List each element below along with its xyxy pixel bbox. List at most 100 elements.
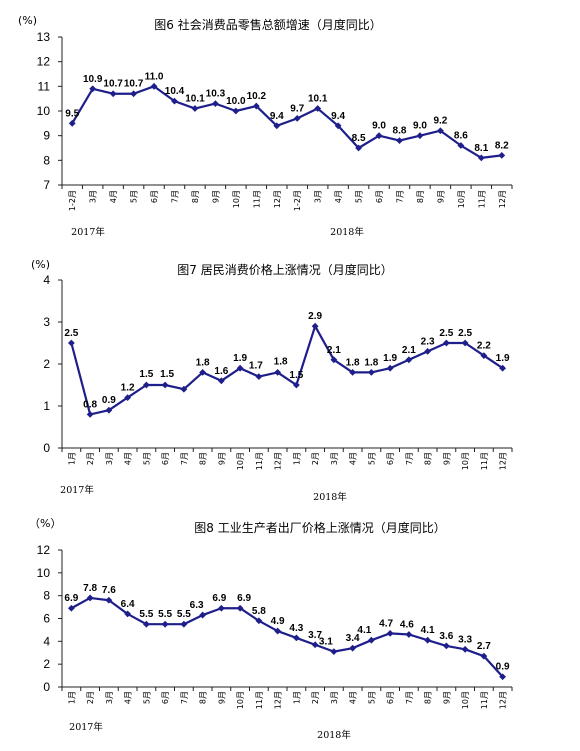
chart8-data-label: 7.6	[102, 585, 116, 596]
chart6-data-point	[437, 127, 444, 135]
chart6-data-point	[457, 142, 465, 149]
chart8-year-label: 2018年	[317, 729, 351, 741]
chart8-x-tick-label: 8月	[199, 691, 208, 704]
chart7-data-label: 1.6	[214, 366, 228, 377]
chart6-y-tick-label: 11	[38, 79, 51, 93]
chart8-data-point	[349, 644, 357, 652]
chart8-data-label: 6.9	[212, 593, 226, 604]
chart7-data-label: 1.8	[346, 357, 360, 368]
chart6-x-tick-label: 3月	[89, 190, 98, 203]
chart6-series-line	[71, 85, 502, 159]
chart8-data-label: 0.9	[496, 662, 510, 673]
chart7-y-tick-label: 4	[43, 273, 50, 287]
chart7-x-tick-label: 8月	[424, 452, 433, 465]
chart6-x-tick-label: 6月	[150, 190, 159, 203]
chart6-x-tick-label: 3月	[314, 190, 323, 203]
chart8-x-tick-label: 11月	[480, 691, 489, 709]
chart7-data-label: 2.5	[458, 328, 472, 339]
chart6-data-label: 8.5	[352, 133, 366, 144]
chart6-x-tick-label: 1-2月	[293, 190, 302, 211]
chart6-x-tick-label: 11月	[477, 190, 486, 208]
chart7-data-label: 2.1	[402, 345, 416, 356]
chart8-x-tick-label: 4月	[349, 691, 358, 704]
chart8-data-point	[499, 673, 507, 681]
chart6-x-tick-label: 7月	[171, 190, 180, 203]
chart6-x-tick-label: 5月	[130, 190, 139, 203]
chart6-data-point	[109, 90, 117, 98]
chart6-data-label: 10.0	[226, 96, 246, 107]
chart8-data-label: 4.3	[289, 623, 303, 634]
chart6-data-label: 8.8	[393, 126, 407, 137]
chart7-data-point	[180, 385, 188, 393]
chart8-x-tick-label: 7月	[180, 691, 189, 704]
chart6-data-label: 9.4	[270, 111, 284, 122]
chart6-data-label: 10.9	[83, 74, 103, 85]
chart8-x-tick-label: 6月	[161, 691, 170, 704]
chart8-title: 图8 工业生产者出厂价格上涨情况（月度同比）	[194, 520, 445, 535]
chart6-data-label: 8.2	[495, 140, 509, 151]
chart8-x-tick-label: 10月	[461, 691, 470, 709]
chart6-data-label: 10.3	[206, 89, 226, 100]
chart7-data-point	[142, 381, 150, 389]
chart8-x-tick-label: 12月	[499, 691, 508, 709]
chart7-x-tick-label: 1月	[67, 452, 76, 465]
chart6-x-tick-label: 6月	[375, 190, 384, 203]
chart7-data-point	[442, 339, 450, 347]
chart6-data-point	[191, 105, 199, 112]
chart8-y-tick-label: 0	[43, 680, 50, 694]
chart6-x-tick-label: 4月	[109, 190, 118, 203]
chart7-x-tick-label: 3月	[330, 452, 339, 465]
chart8-data-label: 4.9	[271, 616, 285, 627]
chart8-x-tick-label: 2月	[86, 691, 95, 704]
chart7-data-point	[161, 381, 169, 389]
chart7-data-label: 2.3	[421, 336, 435, 347]
chart6-data-point	[212, 100, 219, 107]
chart7-y-tick-label: 0	[43, 441, 50, 455]
chart7-x-tick-label: 1月	[292, 452, 301, 465]
chart7-data-label: 2.2	[477, 341, 491, 352]
chart6-y-tick-label: 12	[37, 55, 51, 69]
chart7-year-label: 2017年	[60, 484, 94, 496]
chart6-data-label: 8.6	[454, 131, 468, 142]
chart7-data-point	[424, 348, 432, 355]
chart7-x-tick-label: 4月	[124, 452, 133, 465]
chart7-x-tick-label: 11月	[480, 452, 489, 470]
chart7-data-label: 1.9	[496, 353, 510, 364]
chart6-x-tick-label: 9月	[211, 190, 220, 203]
chart7-data-point	[199, 369, 207, 376]
chart8-data-point	[424, 636, 432, 644]
chart7-x-tick-label: 10月	[236, 452, 245, 470]
chart8-y-tick-label: 12	[37, 543, 51, 557]
chart6-data-point	[416, 132, 424, 140]
chart7-data-label: 1.5	[160, 369, 174, 380]
chart6-year-label: 2017年	[71, 226, 105, 238]
chart7-data-label: 1.9	[233, 353, 247, 364]
chart7-data-point	[86, 411, 94, 418]
chart8-data-label: 5.5	[158, 609, 172, 620]
chart8-data-label: 3.4	[346, 633, 360, 644]
chart7-series-line	[70, 325, 504, 416]
chart8-data-point	[161, 620, 169, 628]
chart6-data-point	[396, 137, 403, 144]
chart7-data-point	[292, 381, 300, 389]
chart8-x-tick-label: 8月	[424, 691, 433, 704]
chart7-x-tick-label: 7月	[180, 452, 189, 465]
chart8-data-point	[274, 627, 282, 635]
chart7-data-point	[330, 356, 338, 364]
chart7-data-label: 1.8	[196, 357, 210, 368]
chart7-data-label: 1.7	[249, 361, 263, 372]
chart8-data-point	[142, 620, 150, 628]
chart8-data-point	[311, 641, 319, 649]
chart6-data-point	[171, 97, 178, 105]
chart6-x-tick-label: 10月	[457, 190, 466, 208]
chart8-x-tick-label: 6月	[386, 691, 395, 704]
chart6-x-tick-label: 12月	[498, 190, 507, 208]
chart6-data-point	[375, 132, 383, 140]
chart7-x-tick-label: 11月	[255, 452, 264, 470]
chart6-data-point	[150, 82, 158, 90]
chart7-data-point	[349, 369, 357, 376]
chart6-data-point	[355, 144, 362, 152]
chart8-data-point	[105, 596, 113, 604]
chart7-x-tick-label: 6月	[161, 452, 170, 465]
chart6-data-label: 9.7	[290, 103, 304, 114]
